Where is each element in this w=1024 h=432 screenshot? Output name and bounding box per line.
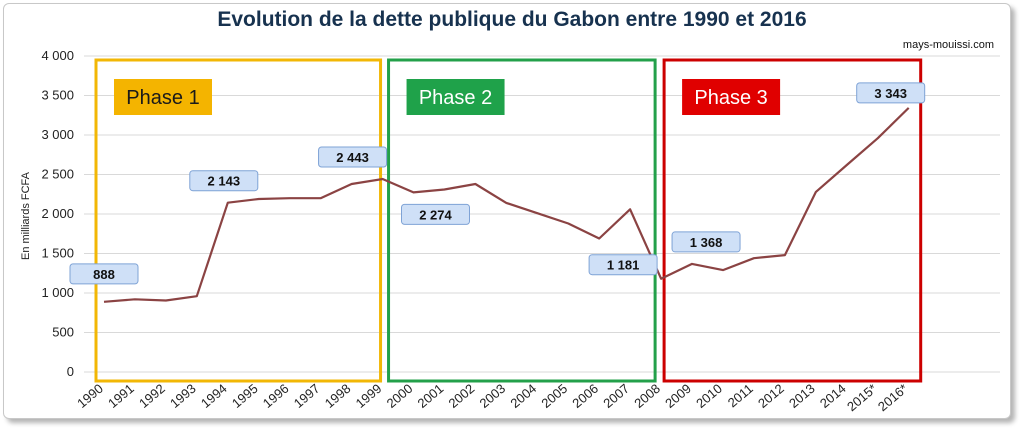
data-label-box (318, 146, 388, 168)
x-tick-label: 1991 (105, 381, 137, 411)
data-label: 1 368 (671, 231, 741, 253)
x-tick-label: 2008 (631, 381, 663, 411)
x-tick-label: 2003 (476, 381, 508, 411)
data-label-text: 2 143 (208, 174, 241, 189)
x-tick-label: 1994 (198, 381, 230, 411)
x-tick-label: 2013 (786, 381, 818, 411)
phase-label: Phase 2 (419, 87, 492, 109)
data-label: 2 443 (318, 146, 388, 168)
y-tick-label: 2 000 (41, 206, 74, 221)
x-tick-label: 2014 (817, 381, 849, 411)
data-label: 2 274 (401, 203, 470, 225)
data-label-text: 1 368 (690, 235, 723, 250)
x-tick-label: 2007 (600, 381, 632, 411)
data-label: 1 181 (588, 254, 658, 276)
chart-title: Evolution de la dette publique du Gabon … (217, 8, 807, 31)
phase-box (387, 58, 657, 383)
x-tick-label: 2005 (538, 381, 570, 411)
x-tick-label: 1998 (322, 381, 354, 411)
phase-label-box (682, 79, 781, 115)
y-tick-label: 1 000 (41, 285, 74, 300)
x-tick-label: 2001 (415, 381, 447, 411)
y-tick-label: 2 500 (41, 167, 74, 182)
x-tick-label: 1996 (260, 381, 292, 411)
x-tick-label: 1993 (167, 381, 199, 411)
x-tick-label: 1992 (136, 381, 168, 411)
data-label-text: 1 181 (607, 258, 640, 273)
data-label-box (69, 263, 139, 285)
x-tick-label: 1997 (291, 381, 323, 411)
phase-label-box (406, 79, 505, 115)
data-label-box (401, 203, 470, 225)
y-tick-label: 1 500 (41, 246, 74, 261)
x-tick-label: 2000 (384, 381, 416, 411)
series-line (103, 107, 910, 303)
x-tick-label: 2002 (446, 381, 478, 411)
y-axis-label: En milliards FCFA (20, 171, 32, 260)
data-label: 2 143 (189, 170, 259, 192)
x-tick-label: 2015* (844, 381, 880, 414)
y-tick-label: 3 500 (41, 88, 74, 103)
x-tick-label: 2012 (755, 381, 787, 411)
source-credit: mays-mouissi.com (902, 39, 994, 51)
y-tick-label: 500 (52, 325, 74, 340)
x-tick-label: 2006 (569, 381, 601, 411)
data-label-text: 3 343 (874, 86, 907, 101)
y-tick-label: 0 (67, 364, 74, 379)
data-label-box (856, 82, 926, 104)
data-label: 888 (69, 263, 139, 285)
x-axis-ticks: 1990 1991 1992 1993 1994 1995 1996 1997 1998 1999… (74, 381, 910, 414)
phase-box (662, 58, 923, 383)
x-tick-label: 2011 (725, 381, 756, 410)
data-label-box (189, 170, 259, 192)
phase-label: Phase 3 (694, 87, 767, 109)
x-tick-label: 1995 (229, 381, 261, 411)
x-tick-label: 2016* (875, 381, 911, 414)
data-label-text: 888 (93, 267, 115, 282)
y-tick-label: 4 000 (41, 48, 74, 63)
x-tick-label: 2004 (507, 381, 539, 411)
data-label-box (588, 254, 658, 276)
data-label-text: 2 443 (336, 150, 369, 165)
phase-box (94, 58, 383, 383)
y-tick-label: 3 000 (41, 127, 74, 142)
data-label: 3 343 (856, 82, 926, 104)
phase-boxes: Phase 1 Phase 2 Phase 3 (94, 58, 923, 383)
x-tick-label: 1990 (74, 381, 106, 411)
x-tick-label: 2010 (693, 381, 725, 411)
y-axis-ticks: 0 500 1 000 1 500 2 000 2 500 3 000 3 500 4 000 (41, 48, 74, 379)
series-line-path (103, 107, 910, 303)
data-label-text: 2 274 (419, 207, 452, 222)
x-tick-label: 1999 (353, 381, 385, 411)
phase-label-box (114, 79, 212, 115)
phase-label: Phase 1 (126, 87, 199, 109)
chart-frame (3, 3, 1011, 419)
data-labels: 888 2 143 2 443 2 274 1 181 1 368 3 343 (69, 82, 926, 285)
x-tick-label: 2009 (662, 381, 694, 411)
data-label-box (671, 231, 741, 253)
